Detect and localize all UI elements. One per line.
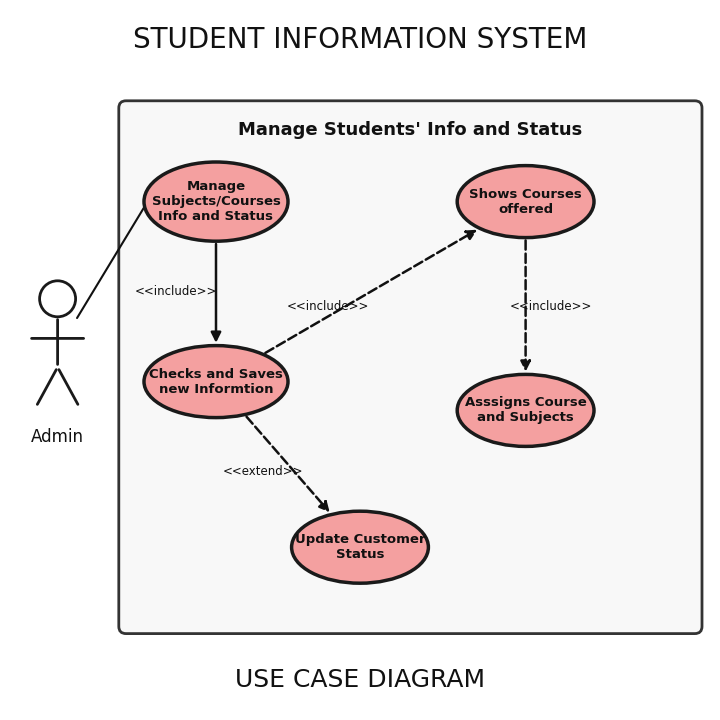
Text: <<include>>: <<include>>: [287, 300, 369, 312]
Text: <<extend>>: <<extend>>: [222, 465, 303, 478]
Text: Manage
Subjects/Courses
Info and Status: Manage Subjects/Courses Info and Status: [152, 180, 280, 223]
Text: Asssigns Course
and Subjects: Asssigns Course and Subjects: [464, 397, 587, 424]
Text: Update Customer
Status: Update Customer Status: [294, 534, 426, 561]
Ellipse shape: [144, 346, 288, 418]
Text: Manage Students' Info and Status: Manage Students' Info and Status: [238, 121, 582, 139]
Text: <<include>>: <<include>>: [135, 285, 217, 298]
Text: Shows Courses
offered: Shows Courses offered: [469, 188, 582, 215]
Text: STUDENT INFORMATION SYSTEM: STUDENT INFORMATION SYSTEM: [132, 26, 588, 53]
Ellipse shape: [144, 162, 288, 241]
FancyBboxPatch shape: [119, 101, 702, 634]
Ellipse shape: [457, 166, 594, 238]
Ellipse shape: [292, 511, 428, 583]
Text: Checks and Saves
new Informtion: Checks and Saves new Informtion: [149, 368, 283, 395]
Text: <<include>>: <<include>>: [510, 300, 592, 312]
Text: Admin: Admin: [31, 428, 84, 446]
Ellipse shape: [457, 374, 594, 446]
Text: USE CASE DIAGRAM: USE CASE DIAGRAM: [235, 668, 485, 693]
